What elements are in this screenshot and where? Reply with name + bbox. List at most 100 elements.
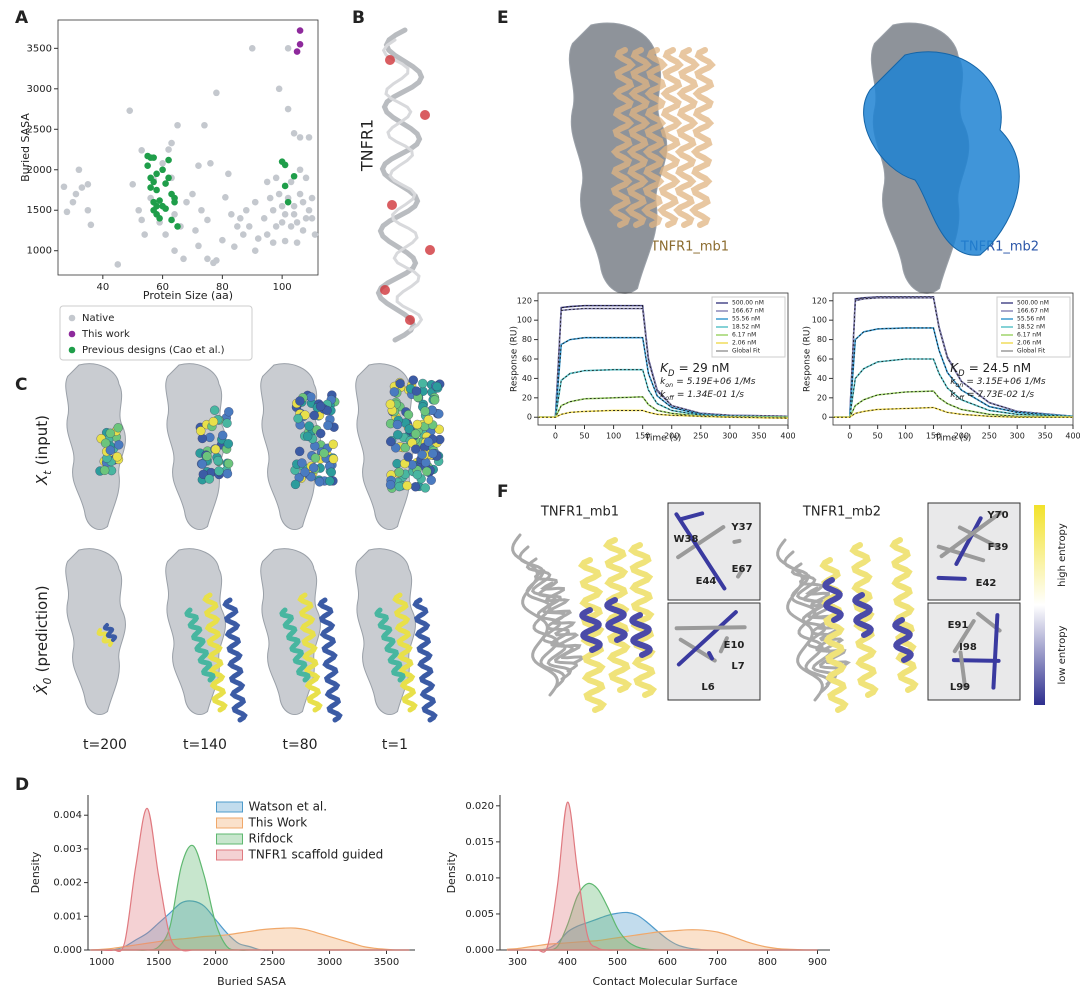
atom-sphere — [386, 436, 396, 447]
y-tick-label: 100 — [812, 316, 827, 325]
point — [84, 181, 92, 188]
point — [275, 190, 283, 198]
point — [207, 159, 214, 167]
y-tick-label: 3000 — [27, 84, 52, 95]
y-tick-label: 120 — [812, 296, 827, 305]
y-tick-label: 2000 — [27, 165, 52, 176]
atom-sphere — [213, 456, 223, 466]
atom-sphere — [404, 424, 414, 434]
atom-sphere — [300, 467, 310, 477]
point — [63, 208, 71, 216]
point — [153, 202, 160, 210]
point — [269, 206, 277, 214]
structure-label: TNFR1_mb2 — [802, 505, 881, 520]
x-tick-label: 40 — [96, 282, 109, 293]
helix — [279, 607, 311, 683]
timestep-label: t=200 — [83, 737, 127, 753]
atom-sphere — [295, 396, 305, 406]
fit-line — [833, 358, 1074, 418]
legend-swatch — [216, 833, 243, 845]
stick — [954, 516, 983, 566]
point — [228, 210, 235, 218]
point — [114, 261, 122, 268]
point — [278, 202, 286, 210]
fit-line — [833, 297, 1074, 418]
atom-sphere — [315, 401, 326, 411]
symbol: K — [950, 361, 959, 375]
helix — [297, 592, 323, 713]
residue-label: E67 — [732, 564, 753, 575]
point — [165, 156, 172, 164]
x-tick-label: 1000 — [89, 957, 114, 968]
y-tick-label: 20 — [522, 393, 532, 402]
atom-sphere — [410, 482, 421, 492]
legend-label: 166.67 nM — [732, 308, 764, 315]
label-text: (prediction) — [33, 585, 51, 672]
atom-sphere — [304, 421, 314, 431]
residue-label: L6 — [701, 682, 714, 693]
label-text: = 24.5 nM — [969, 361, 1031, 375]
x-tick-label: 300 — [1010, 431, 1025, 440]
panel-letter: C — [15, 375, 27, 395]
stick — [957, 525, 999, 549]
stick — [736, 567, 745, 579]
atom-sphere — [325, 476, 335, 486]
point — [195, 242, 202, 250]
helix — [102, 623, 118, 642]
atom-sphere — [113, 423, 123, 433]
subscript: off — [665, 395, 675, 402]
label-text: = 1.34E-01 1/s — [677, 390, 744, 400]
chart: 40 60 80 100 1000 1500 2000 2500 3000 3500 Protein… — [19, 19, 319, 361]
fit-line — [538, 308, 789, 418]
rich-label: X̂0 (prediction) — [32, 585, 54, 695]
point — [189, 190, 196, 198]
point — [129, 181, 137, 188]
fit-line — [833, 296, 1074, 418]
atom-sphere — [309, 410, 319, 421]
helix — [657, 47, 684, 228]
stick — [939, 510, 1003, 559]
timestep-label: t=140 — [183, 737, 227, 753]
helix — [412, 597, 438, 723]
atom-sphere — [112, 452, 122, 462]
point — [219, 236, 226, 244]
panel-letter: A — [15, 8, 29, 28]
legend-swatch — [216, 849, 243, 861]
atom-sphere — [218, 430, 228, 441]
atom-sphere — [394, 481, 404, 492]
point — [171, 210, 178, 218]
structure-label: TNFR1_mb1 — [650, 240, 729, 255]
point — [254, 235, 262, 242]
atom-sphere — [395, 378, 405, 389]
atom-sphere — [426, 475, 436, 485]
x-tick-label: 100 — [273, 282, 292, 293]
atom-sphere — [114, 440, 124, 450]
rich-label: kon = 5.19E+06 1/Ms — [660, 377, 756, 389]
helix — [184, 607, 216, 683]
point — [153, 170, 160, 178]
fit-line — [538, 305, 789, 418]
point — [156, 197, 163, 204]
rich-label: kon = 3.15E+06 1/Ms — [950, 377, 1046, 389]
point — [266, 194, 274, 202]
legend-label: 55.56 nM — [1017, 316, 1045, 323]
point — [135, 206, 142, 214]
point — [201, 121, 208, 129]
helix — [627, 542, 658, 698]
subscript: on — [665, 382, 673, 389]
atom-sphere — [400, 442, 410, 453]
x-tick-label: 150 — [926, 431, 941, 440]
point — [299, 227, 307, 234]
structure-label: TNFR1_mb1 — [540, 505, 619, 520]
legend-marker — [68, 314, 76, 322]
point — [290, 210, 298, 218]
symbol: k — [660, 390, 666, 400]
highlight — [420, 110, 430, 120]
atom-sphere — [316, 428, 326, 439]
x-tick-label: 200 — [664, 431, 679, 440]
x-axis-label: Contact Molecular Surface — [592, 975, 737, 988]
atom-sphere — [385, 399, 396, 409]
legend-label: Previous designs (Cao et al.) — [82, 345, 225, 356]
y-axis-label: Density — [445, 851, 458, 893]
